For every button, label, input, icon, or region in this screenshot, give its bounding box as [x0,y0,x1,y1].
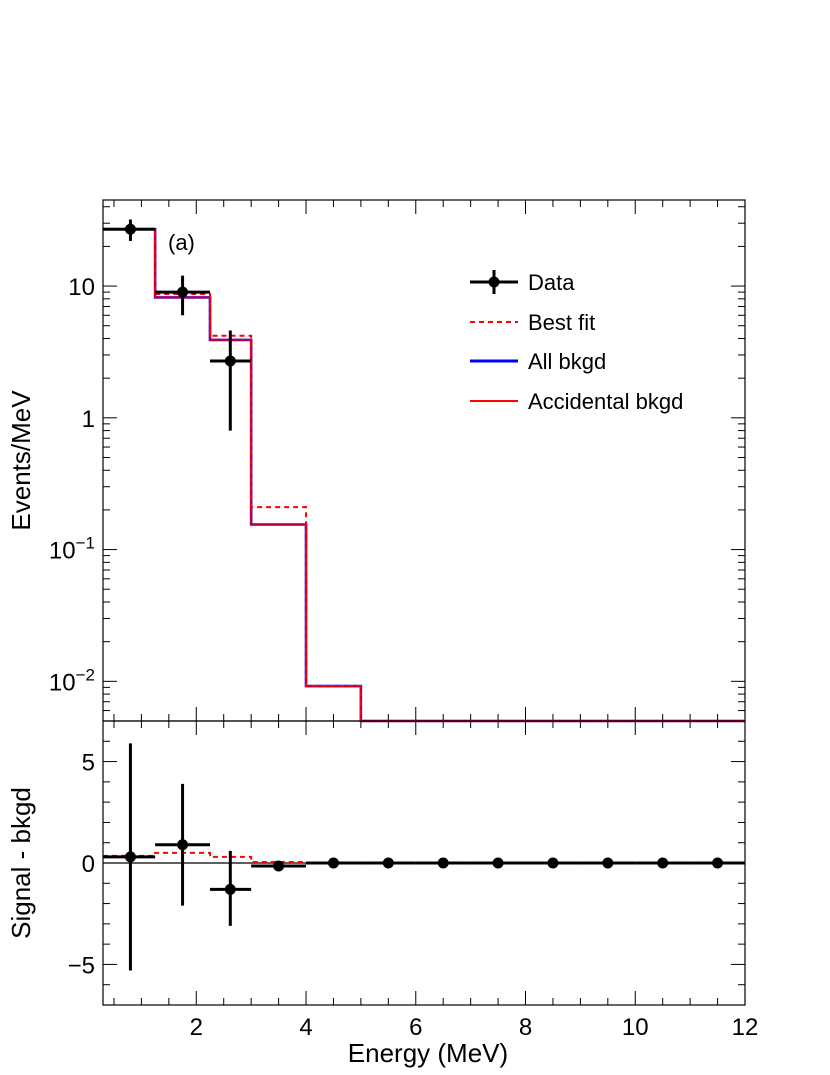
plot-frame-top [102,199,746,722]
data-point [273,860,285,872]
legend-label-accidental-bkgd: Accidental bkgd [528,389,683,414]
x-tick-label: 6 [409,1014,422,1041]
data-point [177,839,189,851]
data-point [224,883,236,895]
x-tick-label: 4 [299,1014,312,1041]
data-point [124,851,136,863]
y-tick-label: −5 [68,952,95,979]
hist-best-fit [103,228,745,722]
hist-accidental-bkgd [103,228,745,723]
y-tick-label: 10−2 [49,665,95,696]
data-point [124,223,136,235]
hist-best-fit-residual [103,851,745,864]
data-point [327,857,339,869]
data-point [437,857,449,869]
x-tick-label: 2 [190,1014,203,1041]
data-point [602,857,614,869]
y-axis-title-bottom: Signal - bkgd [6,787,36,939]
legend-label-data: Data [528,270,575,295]
legend-label-best-fit: Best fit [528,310,595,335]
y-tick-label: 5 [82,750,95,777]
y-axis-title-top: Events/MeV [6,390,36,531]
hist-all-bkgd [103,227,745,723]
y-tick-label: 0 [82,851,95,878]
data-point [224,355,236,367]
x-axis-title: Energy (MeV) [348,1038,508,1068]
x-tick-label: 8 [519,1014,532,1041]
bottom-panel: Signal - bkgd Energy (MeV) 2 4 6 8 10 12 5 0 −5 [6,720,759,1068]
top-panel: (a) Events/MeV 10 1 10−1 10−2 [6,199,746,723]
data-point [657,857,669,869]
y-tick-label: 1 [82,406,95,433]
panel-label: (a) [168,230,195,255]
data-point [492,857,504,869]
data-point [177,286,189,298]
data-point [382,857,394,869]
data-point [712,857,724,869]
x-tick-label: 12 [732,1014,759,1041]
legend-marker-data [488,276,500,288]
legend: Data Best fit All bkgd Accidental bkgd [470,270,683,414]
y-tick-label: 10−1 [49,534,95,565]
y-tick-label: 10 [68,274,95,301]
x-tick-label: 10 [622,1014,649,1041]
legend-label-all-bkgd: All bkgd [528,349,606,374]
data-point [547,857,559,869]
